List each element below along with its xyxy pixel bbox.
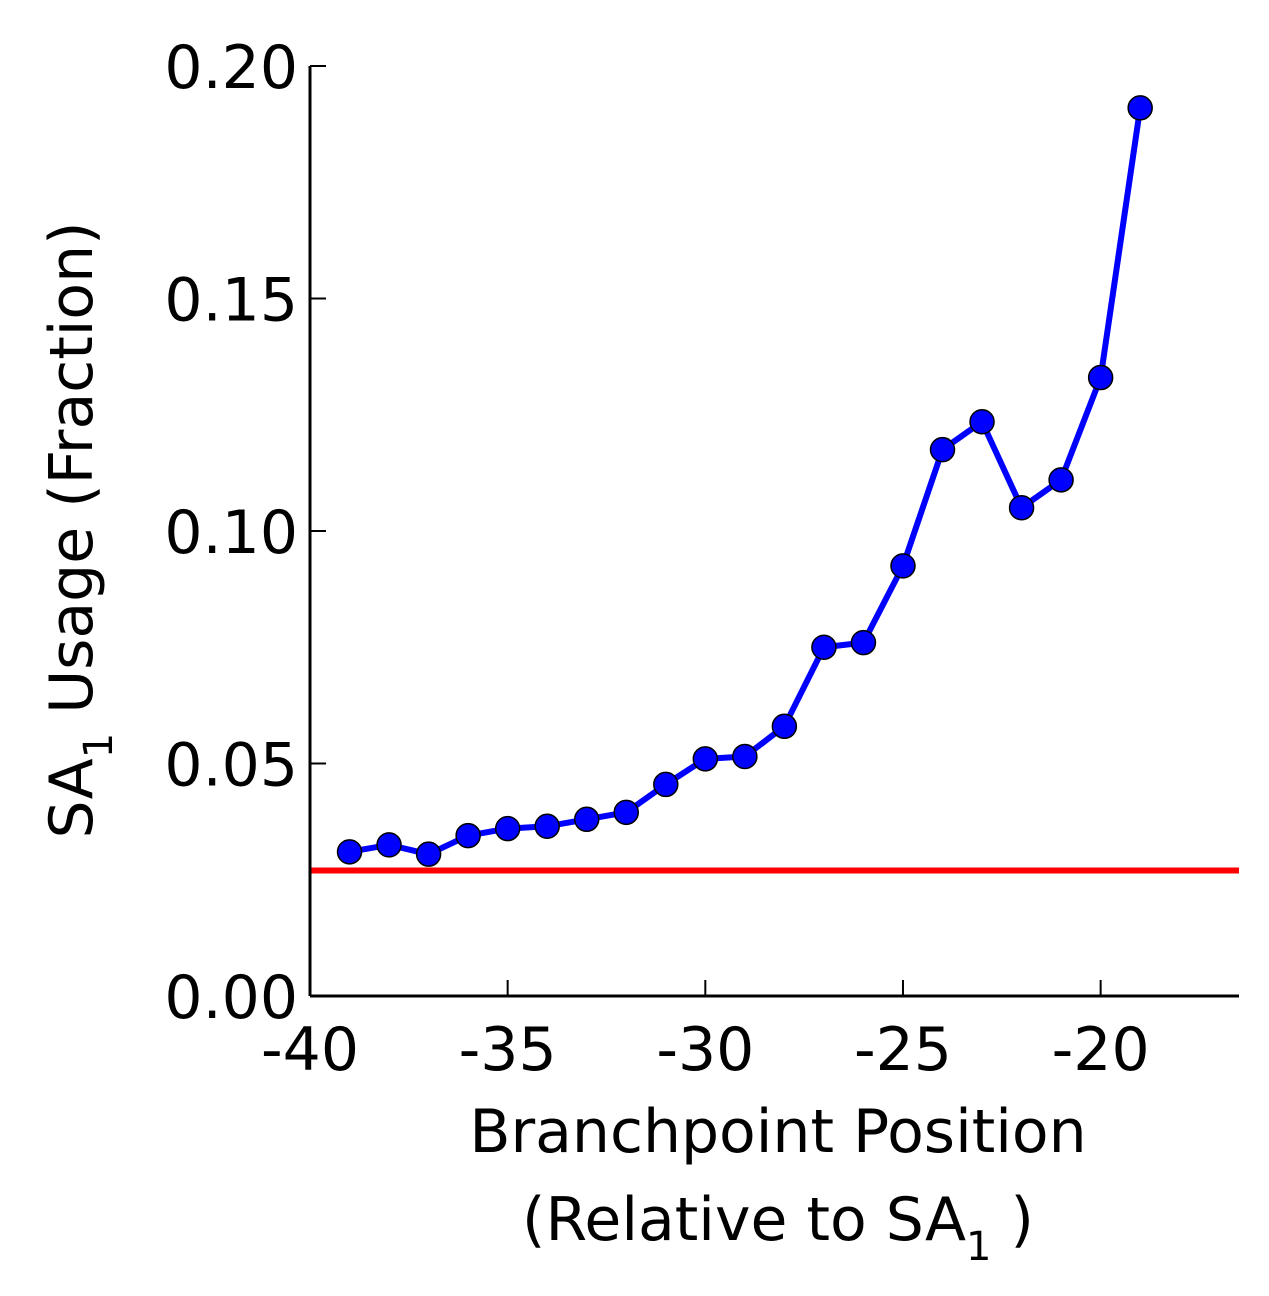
x-axis-label-sub: 1 xyxy=(966,1224,991,1270)
x-tick-label: -20 xyxy=(1052,1015,1150,1085)
x-tick-label: -35 xyxy=(459,1015,557,1085)
data-point xyxy=(613,799,640,826)
y-tick-label: 0.10 xyxy=(164,498,298,568)
y-ticks: 0.00 0.05 0.10 0.15 0.20 xyxy=(164,33,326,1033)
axes xyxy=(308,66,1239,998)
data-point xyxy=(850,629,877,656)
y-tick-label: 0.05 xyxy=(164,731,298,801)
data-point xyxy=(336,839,363,865)
data-point xyxy=(929,436,956,463)
y-tick-label: 0.00 xyxy=(164,963,298,1033)
data-point xyxy=(494,815,521,842)
x-tick-label: -25 xyxy=(854,1015,952,1085)
data-point xyxy=(692,746,719,772)
x-axis-label-post: ) xyxy=(991,1185,1033,1255)
data-point xyxy=(1087,364,1114,391)
data-point xyxy=(969,408,995,435)
data-point xyxy=(653,771,679,798)
y-axis-label-pre: SA xyxy=(37,758,107,838)
data-point xyxy=(376,832,402,858)
data-point xyxy=(811,634,837,660)
x-ticks: -40 -35 -30 -25 -20 xyxy=(261,980,1150,1085)
y-tick-label: 0.20 xyxy=(164,33,298,103)
y-axis-label-sub: 1 xyxy=(76,733,122,758)
y-axis-label: SA1 Usage (Fraction) xyxy=(37,221,122,838)
data-point xyxy=(573,806,600,833)
data-point xyxy=(732,743,758,770)
x-tick-label: -30 xyxy=(656,1015,754,1085)
data-point xyxy=(1127,95,1153,121)
series-line xyxy=(349,107,1144,858)
data-point xyxy=(1008,495,1035,521)
data-point xyxy=(415,841,442,867)
x-tick-label: -40 xyxy=(261,1015,359,1085)
data-point xyxy=(534,813,560,840)
series-layer xyxy=(336,95,1153,867)
data-point xyxy=(1048,467,1074,493)
y-tick-label: 0.15 xyxy=(164,266,298,336)
x-axis-label-line1: Branchpoint Position xyxy=(469,1097,1086,1167)
x-axis-label-pre: (Relative to SA xyxy=(522,1185,966,1255)
data-point xyxy=(771,713,798,740)
x-axis-label-line2: (Relative to SA1 ) xyxy=(522,1185,1034,1270)
data-point xyxy=(890,553,916,579)
y-axis-label-post: Usage (Fraction) xyxy=(37,221,107,732)
data-point xyxy=(455,822,481,849)
